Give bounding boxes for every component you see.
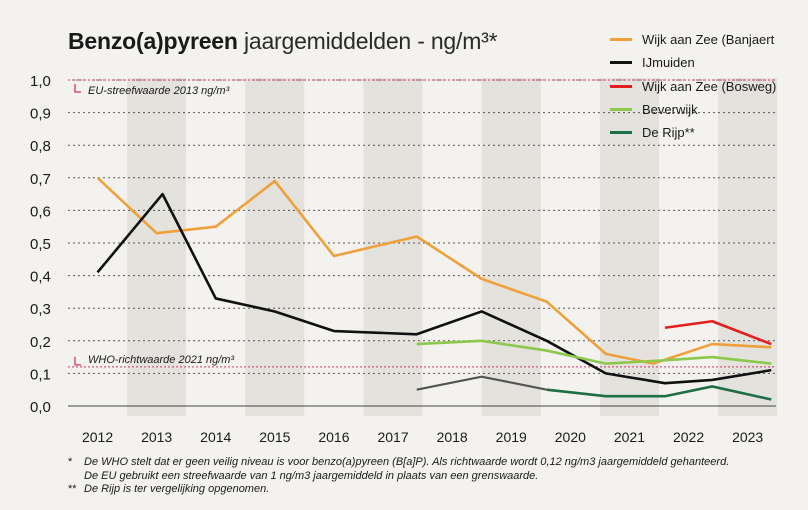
x-tick-2014: 2014 xyxy=(200,429,231,445)
chart-title-light: jaargemiddelden - ng/m³* xyxy=(243,28,498,54)
y-tick-1,0: 1,0 xyxy=(30,73,51,90)
series-line-1 xyxy=(96,192,772,385)
x-tick-2022: 2022 xyxy=(673,429,704,445)
chart-title: Benzo(a)pyreen jaargemiddelden - ng/m³* xyxy=(68,28,498,55)
y-tick-0,0: 0,0 xyxy=(30,399,51,416)
y-tick-0,1: 0,1 xyxy=(30,366,51,383)
legend-label-wijk-bosweg: Wijk aan Zee (Bosweg) xyxy=(642,78,777,94)
y-tick-0,4: 0,4 xyxy=(30,269,51,286)
x-tick-labels: 2012 2013 2014 2015 2016 2017 2018 2019 2020 2021… xyxy=(82,429,763,445)
legend-swatch-wijk-banjaert xyxy=(610,38,632,42)
year-band-2013 xyxy=(127,78,187,416)
footnote-3-mark: ** xyxy=(68,483,77,495)
series-lines xyxy=(96,176,772,401)
legend-label-de-rijp: De Rijp** xyxy=(642,125,695,141)
chart-title-bold: Benzo(a)pyreen xyxy=(68,28,238,54)
x-tick-2021: 2021 xyxy=(614,429,645,445)
footnote-2: De EU gebruikt een streefwaarde van 1 ng… xyxy=(68,470,729,484)
x-tick-2018: 2018 xyxy=(437,429,468,445)
footnote-1: * De WHO stelt dat er geen veilig niveau… xyxy=(68,456,729,470)
legend-item-beverwijk: Beverwijk xyxy=(610,98,776,121)
legend-label-wijk-banjaert: Wijk aan Zee (Banjaert xyxy=(642,32,775,47)
legend-label-ijmuiden: IJmuiden xyxy=(642,55,695,71)
x-tick-2016: 2016 xyxy=(318,429,349,445)
legend-item-de-rijp: De Rijp** xyxy=(610,121,776,144)
refline-marker-1 xyxy=(74,356,81,366)
series-line-4-early xyxy=(416,375,547,391)
x-tick-2015: 2015 xyxy=(259,429,290,445)
x-tick-2012: 2012 xyxy=(82,429,113,445)
footnote-3-text: De Rijp is ter vergelijking opgenomen. xyxy=(84,483,270,495)
y-tick-0,7: 0,7 xyxy=(30,171,51,188)
year-band-2019 xyxy=(481,78,541,416)
year-band-2014 xyxy=(186,78,246,416)
y-tick-labels: 0,0 0,1 0,2 0,3 0,4 0,5 0,6 0,7 0,8 0,9 1,0 xyxy=(30,73,51,416)
y-tick-0,9: 0,9 xyxy=(30,106,51,123)
year-band-2015 xyxy=(245,78,305,416)
refline-label-1: WHO-richtwaarde 2021 ng/m³ xyxy=(88,354,234,366)
y-tick-0,6: 0,6 xyxy=(30,203,51,220)
reference-lines: EU-streefwaarde 2013 ng/m³ WHO-richtwaard… xyxy=(68,79,776,368)
y-tick-0,5: 0,5 xyxy=(30,236,51,253)
legend-item-ijmuiden: IJmuiden xyxy=(610,51,776,74)
footnotes: * De WHO stelt dat er geen veilig niveau… xyxy=(68,456,729,497)
x-tick-2019: 2019 xyxy=(496,429,527,445)
footnote-2-mark xyxy=(68,470,84,484)
legend-item-wijk-banjaert: Wijk aan Zee (Banjaert xyxy=(610,28,776,51)
legend: Wijk aan Zee (Banjaert IJmuiden Wijk aan… xyxy=(610,28,776,144)
y-tick-0,2: 0,2 xyxy=(30,334,51,351)
x-tick-2017: 2017 xyxy=(377,429,408,445)
refline-label-0: EU-streefwaarde 2013 ng/m³ xyxy=(88,85,230,97)
x-tick-2013: 2013 xyxy=(141,429,172,445)
legend-swatch-de-rijp xyxy=(610,131,632,135)
series-line-2 xyxy=(664,319,772,346)
legend-swatch-beverwijk xyxy=(610,108,632,112)
x-tick-2020: 2020 xyxy=(555,429,586,445)
y-tick-0,3: 0,3 xyxy=(30,301,51,318)
footnote-3: ** De Rijp is ter vergelijking opgenomen… xyxy=(68,483,729,497)
series-line-4 xyxy=(546,385,772,401)
x-tick-2023: 2023 xyxy=(732,429,763,445)
footnote-2-text: De EU gebruikt een streefwaarde van 1 ng… xyxy=(84,469,539,482)
legend-swatch-ijmuiden xyxy=(610,61,632,65)
footnote-1-mark: * xyxy=(68,456,73,468)
year-band-2016 xyxy=(304,78,364,416)
footnote-1-text: De WHO stelt dat er geen veilig niveau i… xyxy=(84,456,730,468)
legend-swatch-wijk-bosweg xyxy=(610,84,632,88)
refline-marker-0 xyxy=(74,84,81,93)
legend-item-wijk-bosweg: Wijk aan Zee (Bosweg) xyxy=(610,75,776,98)
legend-label-beverwijk: Beverwijk xyxy=(642,101,698,117)
y-tick-0,8: 0,8 xyxy=(30,138,51,155)
series-line-3 xyxy=(416,339,772,365)
